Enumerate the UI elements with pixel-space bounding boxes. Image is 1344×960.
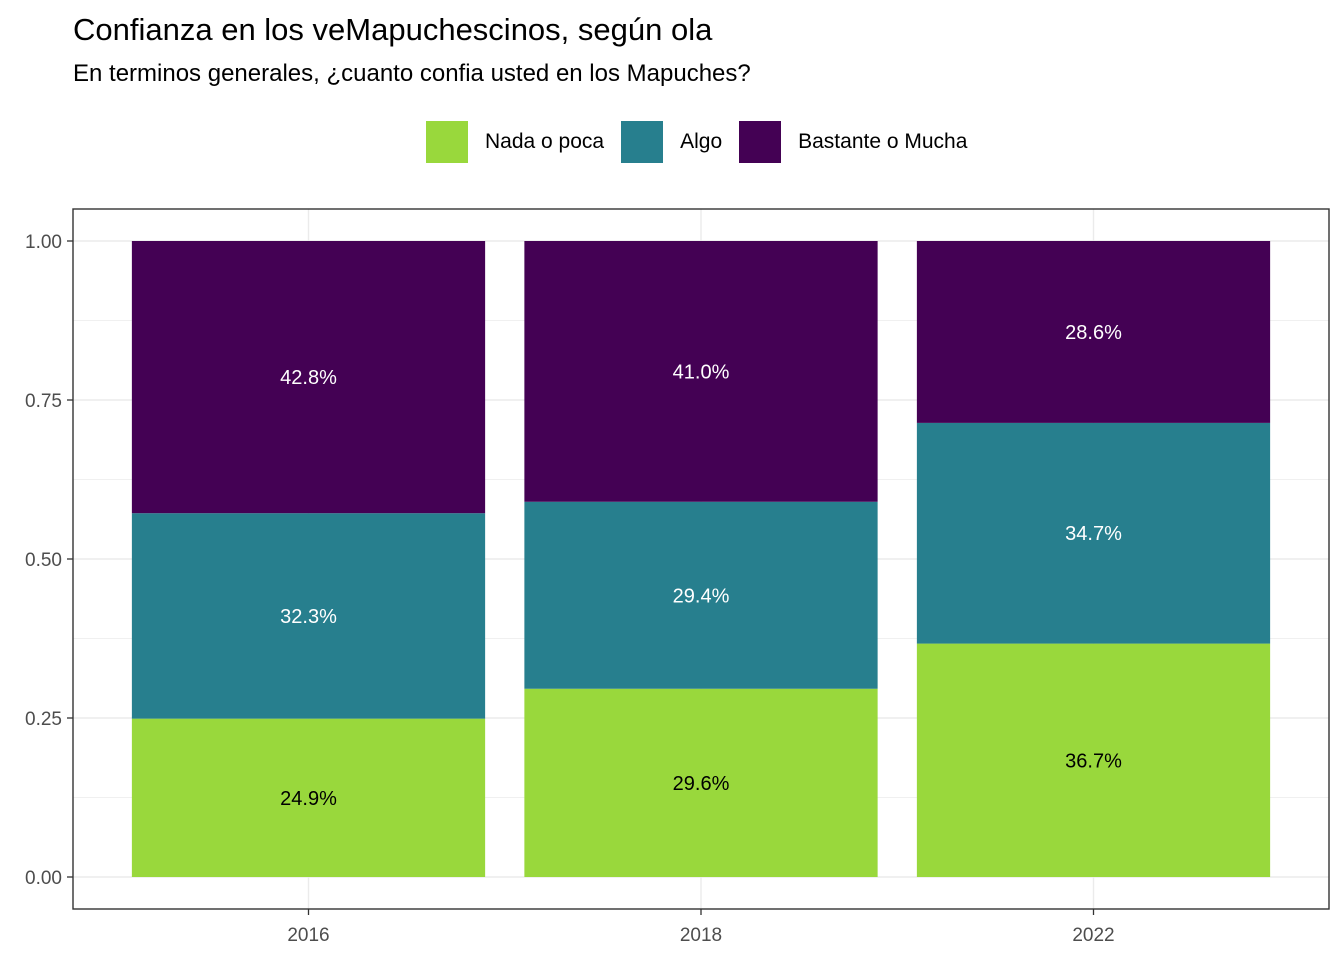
legend-key-nada-o-poca [426, 121, 468, 163]
legend-key-bastante-o-mucha [739, 121, 782, 163]
x-tick-label: 2018 [680, 925, 722, 946]
data-label: 28.6% [1065, 322, 1122, 344]
x-tick-label: 2016 [287, 925, 329, 946]
bar-segment [131, 718, 486, 877]
y-tick-label: 0.75 [25, 391, 62, 412]
y-tick-label: 1.00 [25, 232, 62, 253]
bar-segment [916, 422, 1271, 644]
legend-label-nada-o-poca: Nada o poca [485, 130, 605, 153]
legend-label-algo: Algo [680, 130, 723, 153]
data-label: 29.4% [673, 585, 730, 607]
bar-segment [524, 241, 878, 502]
data-label: 24.9% [280, 788, 337, 810]
legend-item-nada-o-poca: Nada o poca [426, 121, 621, 163]
legend-key-algo [621, 121, 664, 163]
legend-item-bastante-o-mucha: Bastante o Mucha [739, 121, 984, 163]
bar-segment [916, 643, 1271, 877]
chart-legend: Nada o poca Algo Bastante o Mucha [426, 121, 984, 163]
legend-item-algo: Algo [621, 121, 739, 163]
data-label: 41.0% [673, 361, 730, 383]
y-tick-label: 0.50 [25, 550, 62, 571]
y-tick-label: 0.00 [25, 868, 62, 889]
bar-segment [916, 241, 1271, 423]
bar-segment [131, 241, 486, 514]
chart-title: Confianza en los veMapuchescinos, según … [73, 12, 713, 47]
bar-segment [131, 513, 486, 719]
data-label: 34.7% [1065, 523, 1122, 545]
data-label: 36.7% [1065, 750, 1122, 772]
y-tick-label: 0.25 [25, 709, 62, 730]
chart-subtitle: En terminos generales, ¿cuanto confia us… [73, 60, 751, 87]
data-label: 42.8% [280, 367, 337, 389]
x-tick-label: 2022 [1072, 925, 1114, 946]
bar-segment [524, 688, 878, 877]
bar-segment [524, 501, 878, 689]
data-label: 29.6% [673, 773, 730, 795]
plot-border [72, 208, 1330, 910]
legend-label-bastante-o-mucha: Bastante o Mucha [798, 130, 968, 153]
data-label: 32.3% [280, 606, 337, 628]
